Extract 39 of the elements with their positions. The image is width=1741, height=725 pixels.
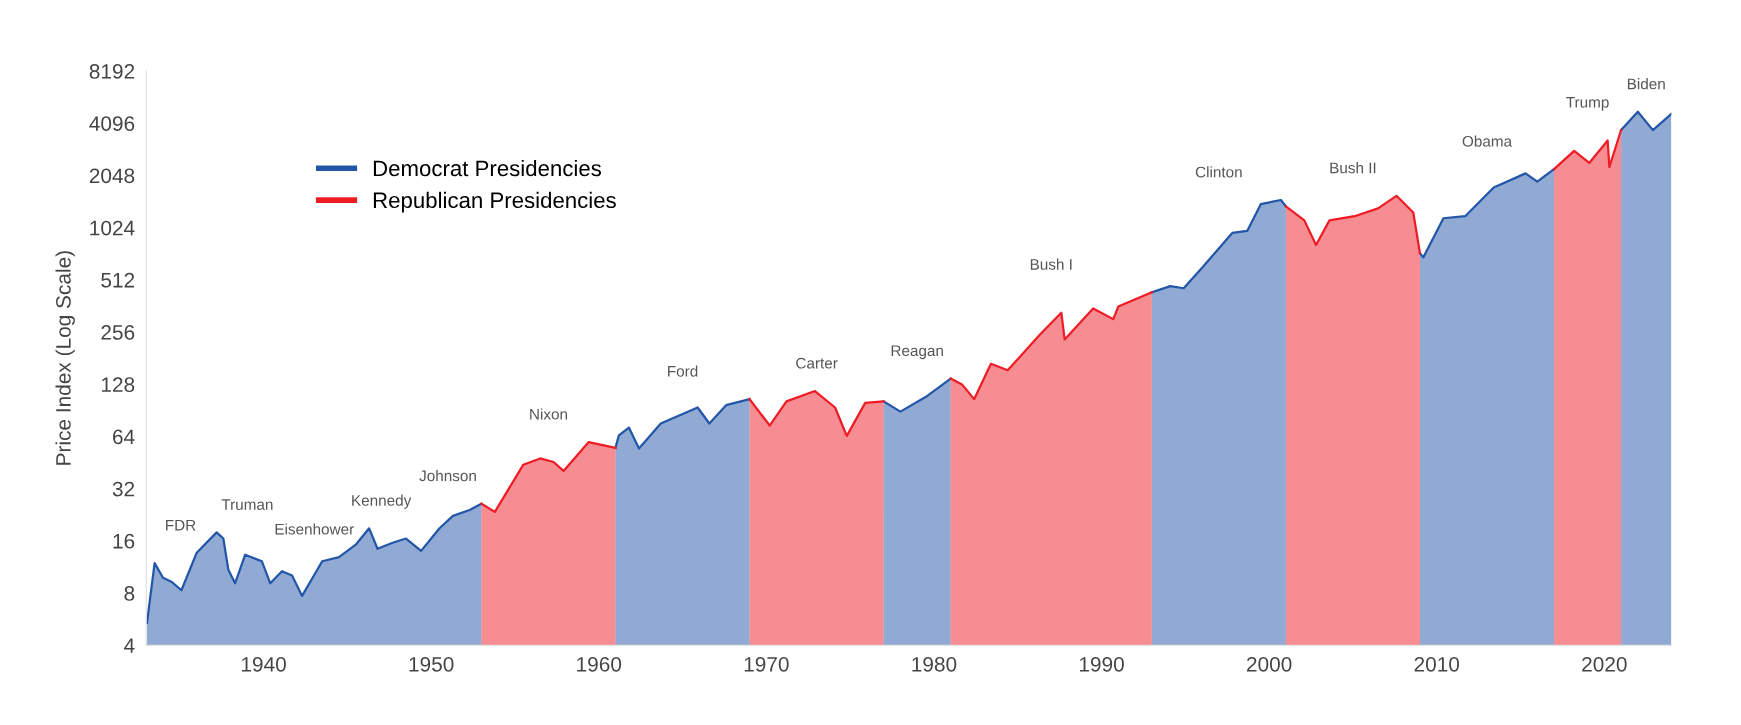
annotation: Biden: [1627, 78, 1665, 90]
annotation: Kennedy: [352, 494, 412, 509]
annotation: Bush II: [1330, 162, 1376, 174]
legend-label: Democrat Presidencies: [373, 159, 602, 177]
y-tick-label: 16: [113, 533, 135, 549]
x-tick-label: 1940: [241, 656, 286, 672]
x-tick-label: 1980: [912, 656, 957, 672]
y-tick-label: 4: [124, 638, 135, 653]
annotation: Clinton: [1195, 166, 1242, 178]
y-tick-label: 32: [112, 481, 135, 497]
legend-label: Republican Presidencies: [373, 191, 616, 213]
annotation: Trump: [1566, 96, 1609, 111]
x-tick-label: 1950: [409, 656, 454, 672]
annotation: Eisenhower: [275, 523, 354, 535]
y-tick-label: 128: [101, 377, 135, 392]
annotation: Ford: [668, 365, 698, 377]
annotation: FDR: [166, 519, 196, 531]
x-tick-label: 1970: [744, 656, 789, 672]
x-tick-label: 2000: [1247, 656, 1292, 672]
y-tick-label: 512: [101, 272, 135, 288]
y-tick-label: 2048: [89, 168, 135, 184]
annotation: Bush I: [1030, 258, 1072, 270]
y-axis-title: Price Index (Log Scale): [55, 251, 75, 465]
x-tick-label: 2020: [1582, 656, 1627, 672]
annotation: Johnson: [419, 470, 476, 482]
annotation: Carter: [796, 357, 838, 369]
annotation: Reagan: [891, 345, 943, 360]
annotation: Truman: [221, 499, 273, 510]
y-tick-label: 1024: [90, 220, 135, 236]
x-tick-label: 1990: [1079, 656, 1124, 672]
x-tick-label: 2010: [1414, 656, 1460, 672]
y-tick-label: 4096: [89, 116, 135, 131]
y-tick-label: 256: [101, 325, 135, 340]
y-tick-label: 8192: [89, 64, 135, 79]
y-tick-label: 64: [113, 429, 135, 445]
y-tick-label: 8: [124, 586, 135, 601]
annotation: Obama: [1462, 135, 1513, 147]
x-tick-label: 1960: [577, 656, 622, 672]
annotation: Nixon: [530, 408, 568, 420]
